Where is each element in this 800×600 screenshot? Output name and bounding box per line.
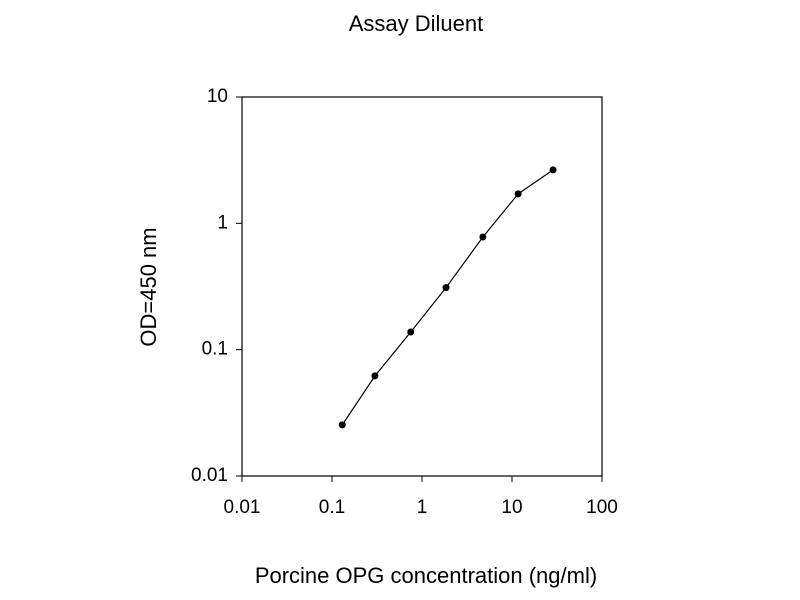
y-tick-label: 0.01 (191, 465, 228, 486)
data-point (549, 166, 557, 174)
y-tick-label: 0.1 (202, 339, 228, 360)
y-tick-label: 10 (207, 86, 228, 107)
x-tick-label: 10 (501, 497, 522, 518)
chart-title: Assay Diluent (349, 11, 484, 36)
series-line (341, 169, 554, 426)
data-point (479, 233, 487, 241)
x-axis-label: Porcine OPG concentration (ng/ml) (255, 563, 597, 588)
y-tick-label: 1 (217, 212, 228, 233)
data-point (338, 421, 346, 429)
plot-frame (241, 96, 603, 477)
x-tick-label: 100 (586, 497, 618, 518)
data-point (371, 372, 379, 380)
x-tick-label: 1 (417, 497, 428, 518)
data-point (442, 284, 450, 292)
x-tick-label: 0.01 (224, 497, 261, 518)
data-point (407, 328, 415, 336)
y-axis-label: OD=450 nm (136, 227, 161, 346)
data-point (514, 190, 522, 198)
x-tick-label: 0.1 (319, 497, 345, 518)
